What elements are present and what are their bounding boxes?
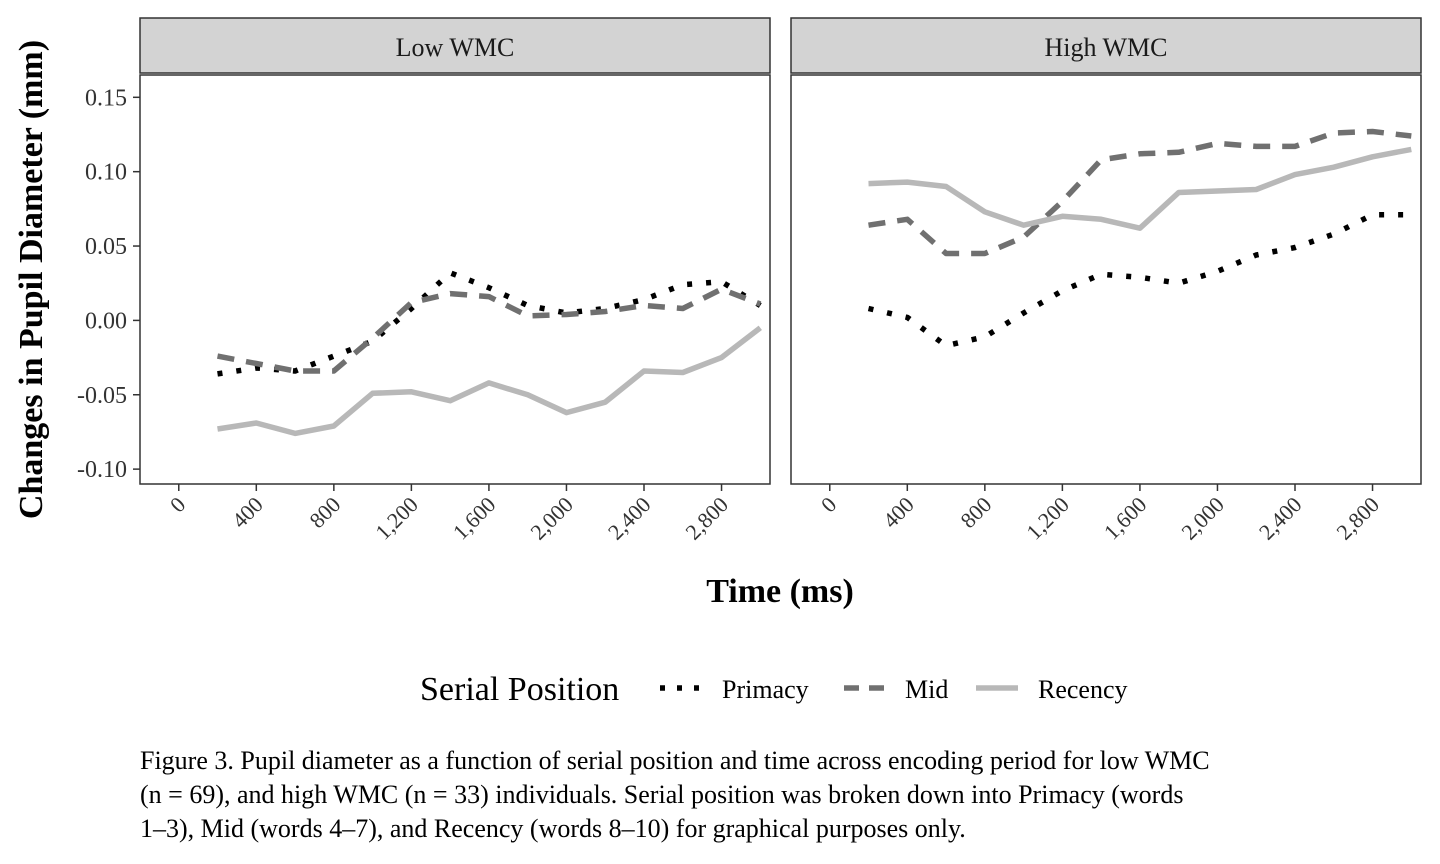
panel-border <box>139 74 771 485</box>
y-tick-label: 0.00 <box>85 308 127 334</box>
x-tick-label: 1,200 <box>1021 492 1074 545</box>
plot-area <box>140 75 770 484</box>
x-tick-label: 1,200 <box>370 492 423 545</box>
y-axis-title: Changes in Pupil Diameter (mm) <box>13 40 50 519</box>
panel-title: Low WMC <box>396 33 515 62</box>
y-tick-label: 0.15 <box>85 85 127 111</box>
x-tick-label: 800 <box>304 492 345 533</box>
y-tick-label: 0.10 <box>85 160 127 186</box>
chart-figure: Low WMC 0 400 800 1,200 1,600 2,000 2,400 2,800 -… <box>13 17 1422 708</box>
x-tick-label: 800 <box>955 492 996 533</box>
x-tick-label: 400 <box>227 492 268 533</box>
x-tick-label: 400 <box>878 492 919 533</box>
x-axis-title: Time (ms) <box>706 573 854 610</box>
series-line-recency <box>217 325 762 437</box>
series-line-recency <box>868 146 1412 231</box>
panel-strip <box>790 17 1422 74</box>
plot-area <box>791 75 1421 484</box>
x-tick-label: 0 <box>165 492 190 517</box>
legend-label-primacy: Primacy <box>722 675 809 704</box>
legend-label-mid: Mid <box>905 675 948 704</box>
y-tick-label: 0.05 <box>85 234 127 260</box>
legend-title: Serial Position <box>420 671 619 708</box>
x-tick-label: 1,600 <box>1099 492 1152 545</box>
series-line-mid <box>868 128 1412 257</box>
x-tick-label: 2,000 <box>525 492 578 545</box>
x-tick-label: 2,000 <box>1176 492 1229 545</box>
y-tick-label: -0.05 <box>77 383 127 409</box>
panel-border <box>790 74 1422 485</box>
x-tick-label: 2,800 <box>1331 492 1384 545</box>
x-tick-label: 1,600 <box>448 492 501 545</box>
y-tick-label: -0.10 <box>77 457 127 483</box>
legend-label-recency: Recency <box>1038 675 1128 704</box>
figure-caption: Figure 3. Pupil diameter as a function o… <box>140 746 1210 843</box>
series-line-primacy <box>217 270 762 377</box>
x-tick-label: 0 <box>816 492 841 517</box>
panel-title: High WMC <box>1044 33 1167 62</box>
x-tick-label: 2,400 <box>1254 492 1307 545</box>
x-tick-label: 2,800 <box>680 492 733 545</box>
x-tick-label: 2,400 <box>603 492 656 545</box>
panel-strip <box>139 17 771 74</box>
series-line-mid <box>216 286 762 374</box>
